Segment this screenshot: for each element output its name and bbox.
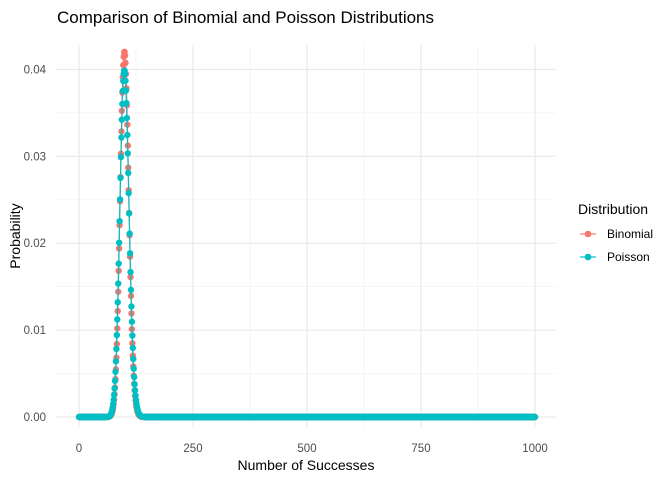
data-point-poisson xyxy=(126,230,133,237)
data-point-poisson xyxy=(125,169,132,177)
x-axis-ticks: 0 250 500 750 1000 xyxy=(76,443,548,455)
data-point-poisson xyxy=(117,174,124,182)
data-point-poisson xyxy=(128,318,136,325)
y-tick-label: 0.03 xyxy=(24,151,46,163)
data-point-poisson xyxy=(111,377,119,385)
data-point-poisson xyxy=(112,368,119,376)
chart-title: Comparison of Binomial and Poisson Distr… xyxy=(57,8,434,27)
data-point-poisson xyxy=(125,210,133,217)
data-point-poisson xyxy=(131,381,138,388)
data-point-poisson xyxy=(113,345,120,353)
data-point-poisson xyxy=(130,373,138,381)
data-point-poisson xyxy=(112,358,120,365)
x-tick-label: 1000 xyxy=(522,443,548,455)
data-point-poisson xyxy=(531,413,539,421)
data-point-poisson xyxy=(114,299,121,306)
data-point-poisson xyxy=(115,239,123,246)
data-point-poisson xyxy=(111,385,118,392)
y-tick-label: 0.02 xyxy=(24,238,46,250)
y-tick-label: 0.01 xyxy=(24,325,46,337)
x-axis-title: Number of Successes xyxy=(238,457,375,473)
data-point-poisson xyxy=(127,286,135,294)
data-point-poisson xyxy=(122,77,129,84)
legend: Distribution Binomial Poisson xyxy=(578,201,653,264)
data-point-poisson xyxy=(113,331,121,339)
data-point-binomial xyxy=(122,59,129,67)
data-point-poisson xyxy=(127,268,134,276)
data-point-poisson xyxy=(129,332,136,339)
data-point-poisson xyxy=(122,87,130,94)
data-point-poisson xyxy=(130,365,137,372)
y-tick-label: 0.04 xyxy=(24,64,47,76)
y-axis-title: Probability xyxy=(7,203,23,268)
grid-minor xyxy=(56,45,556,427)
legend-key-point xyxy=(584,230,592,238)
data-point-poisson xyxy=(125,189,132,197)
data-point-poisson xyxy=(116,196,124,203)
data-point-poisson xyxy=(123,114,131,122)
data-point-poisson xyxy=(118,116,126,123)
x-tick-label: 250 xyxy=(183,443,202,455)
data-point-binomial xyxy=(121,52,129,59)
legend-title: Distribution xyxy=(578,201,648,217)
data-point-poisson xyxy=(123,99,130,107)
legend-entry-binomial: Binomial xyxy=(580,227,653,241)
y-tick-label: 0.00 xyxy=(24,412,46,424)
x-tick-label: 500 xyxy=(297,443,316,455)
x-tick-label: 0 xyxy=(76,443,82,455)
data-point-poisson xyxy=(126,250,134,257)
data-point-poisson xyxy=(130,355,137,363)
legend-entries: Binomial Poisson xyxy=(580,227,653,264)
x-tick-label: 750 xyxy=(411,443,430,455)
legend-label: Binomial xyxy=(607,227,653,241)
data-point-poisson xyxy=(118,134,125,141)
data-point-poisson xyxy=(129,344,137,352)
data-point-poisson xyxy=(128,303,135,310)
data-point-poisson xyxy=(124,150,131,157)
data-point-poisson xyxy=(117,153,125,161)
data-point-poisson xyxy=(121,70,129,78)
y-axis-ticks: 0.00 0.01 0.02 0.03 0.04 xyxy=(24,64,47,424)
data-point-poisson xyxy=(114,316,121,323)
series-layer xyxy=(75,48,539,421)
data-point-poisson xyxy=(115,280,122,287)
data-point-poisson xyxy=(116,217,123,225)
series-poisson xyxy=(75,67,539,421)
data-point-poisson xyxy=(110,396,117,404)
legend-entry-poisson: Poisson xyxy=(580,250,650,264)
legend-label: Poisson xyxy=(607,250,650,264)
data-point-poisson xyxy=(115,260,122,267)
data-point-poisson xyxy=(124,131,131,139)
data-point-poisson xyxy=(131,387,139,394)
data-point-poisson xyxy=(110,391,118,398)
legend-key-point xyxy=(584,253,592,261)
